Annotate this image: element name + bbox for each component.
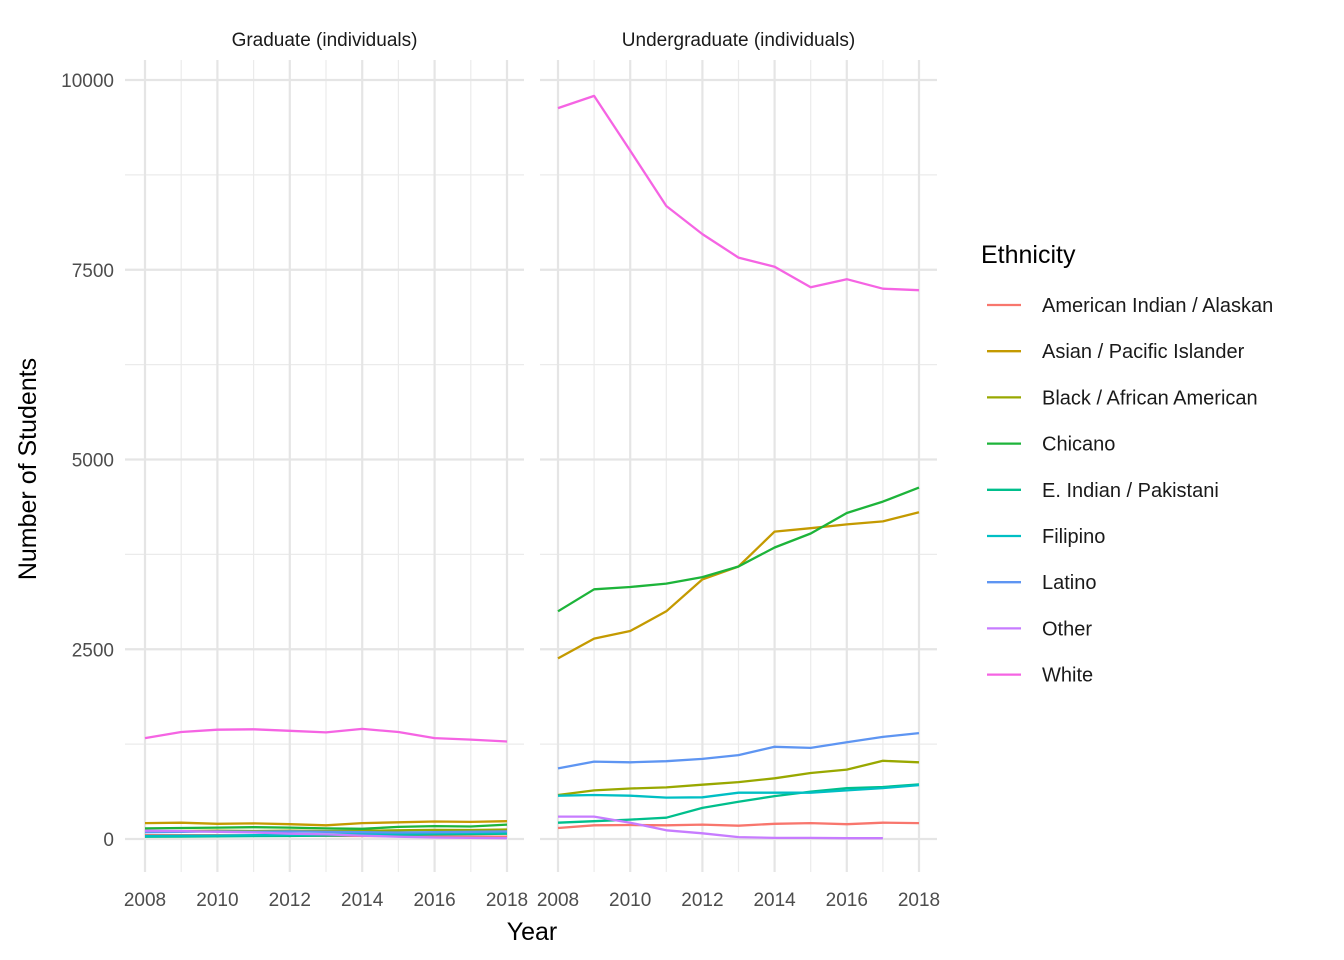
series-line-chicano [144, 823, 508, 830]
y-tick-label: 10000 [61, 71, 114, 92]
x-tick-label: 2008 [124, 890, 166, 911]
legend-label-american-indian-alaskan: American Indian / Alaskan [1042, 295, 1273, 317]
panel-graduate-grid [125, 60, 524, 872]
series-line-black-african-american [557, 759, 920, 797]
y-tick-label: 0 [103, 830, 114, 851]
x-tick-label: 2012 [681, 890, 723, 911]
panel-undergraduate-x-ticks: 2008 2010 2012 2014 2016 2018 [537, 890, 940, 911]
y-axis-title: Number of Students [14, 358, 42, 580]
x-tick-label: 2010 [609, 890, 651, 911]
legend: Ethnicity American Indian / Alaskan Asian… [981, 241, 1273, 687]
x-tick-label: 2012 [269, 890, 311, 911]
legend-title: Ethnicity [981, 241, 1076, 269]
legend-label-e-indian-pakistani: E. Indian / Pakistani [1042, 480, 1219, 502]
legend-label-latino: Latino [1042, 572, 1097, 594]
panel-graduate-title: Graduate (individuals) [232, 30, 418, 51]
series-line-white [557, 94, 920, 292]
x-tick-label: 2018 [898, 890, 940, 911]
panel-undergraduate-series [557, 94, 920, 840]
x-tick-label: 2016 [826, 890, 868, 911]
series-line-latino [557, 731, 920, 770]
panel-undergraduate-grid [540, 60, 937, 872]
panel-undergraduate: Undergraduate (individuals) 2008 2010 2012… [537, 30, 940, 911]
panel-undergraduate-title: Undergraduate (individuals) [622, 30, 855, 51]
legend-label-chicano: Chicano [1042, 434, 1115, 456]
y-tick-label: 5000 [72, 451, 114, 472]
series-line-other [558, 815, 883, 840]
legend-items: American Indian / Alaskan Asian / Pacific… [987, 295, 1273, 687]
x-tick-label: 2016 [413, 890, 455, 911]
series-line-american-indian-alaskan [557, 821, 920, 830]
legend-label-filipino: Filipino [1042, 526, 1105, 548]
series-line-white [144, 727, 508, 743]
x-tick-label: 2010 [196, 890, 238, 911]
legend-label-asian-pacific-islander: Asian / Pacific Islander [1042, 341, 1245, 363]
y-tick-label: 7500 [72, 261, 114, 282]
panel-graduate-series [144, 727, 508, 840]
legend-label-other: Other [1042, 618, 1092, 640]
x-tick-label: 2014 [753, 890, 796, 911]
y-axis-ticks: 0 2500 5000 7500 10000 [61, 71, 114, 851]
panel-graduate: Graduate (individuals) 2008 2010 2012 2014 2… [124, 30, 528, 911]
x-axis-title: Year [507, 918, 558, 946]
series-line-filipino [557, 783, 920, 799]
y-tick-label: 2500 [72, 640, 114, 661]
x-tick-label: 2014 [341, 890, 384, 911]
legend-label-black-african-american: Black / African American [1042, 387, 1258, 409]
x-tick-label: 2008 [537, 890, 579, 911]
series-line-other [144, 829, 508, 840]
legend-label-white: White [1042, 665, 1093, 687]
x-tick-label: 2018 [486, 890, 528, 911]
series-line-asian-pacific-islander [144, 820, 508, 827]
panel-graduate-x-ticks: 2008 2010 2012 2014 2016 2018 [124, 890, 528, 911]
series-line-chicano [557, 486, 920, 613]
